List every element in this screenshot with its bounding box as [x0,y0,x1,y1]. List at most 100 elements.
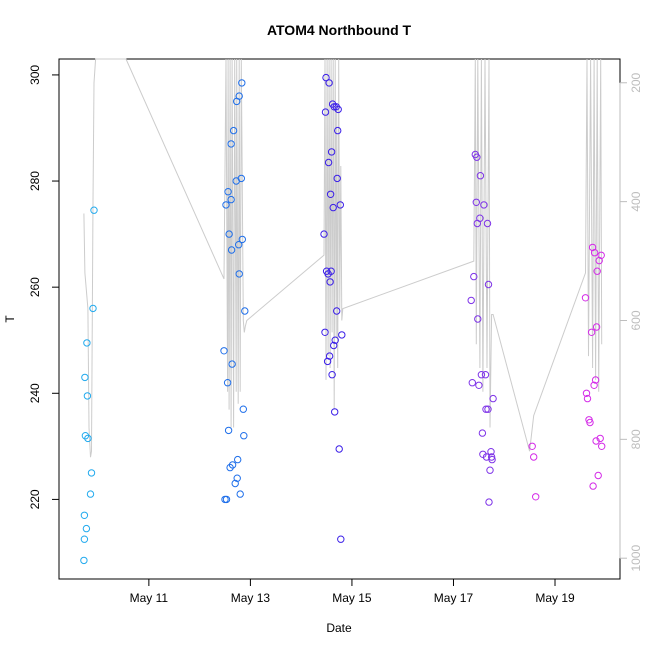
data-point [225,230,233,238]
data-point [327,148,336,156]
y-tick-label: 220 [28,489,42,509]
data-point [330,341,338,350]
data-point [591,376,600,384]
data-point [227,246,236,254]
data-point [478,429,487,437]
data-point [329,203,337,212]
chart-title: ATOM4 Northbound T [267,22,412,38]
data-point [594,471,602,480]
data-point [338,331,346,339]
data-point [81,373,89,382]
data-point [532,493,540,501]
gray-line [83,58,603,458]
data-point [530,453,538,461]
data-point [334,105,342,114]
data-point [470,272,478,281]
line-series [83,58,603,458]
data-point [590,249,599,257]
data-point [331,336,339,344]
data-point [235,270,243,278]
data-point [333,174,341,183]
data-point [334,126,342,135]
data-point [485,498,493,506]
data-point [84,434,92,443]
data-point [235,92,243,100]
data-point [221,495,229,504]
x-tick-label: May 15 [332,591,372,605]
y2-tick-label: 800 [629,429,643,449]
data-point [474,315,482,323]
data-point [483,219,492,228]
data-point [489,394,497,403]
data-point [335,445,343,453]
data-point [587,328,596,336]
data-point [326,190,335,199]
data-point [237,174,246,183]
data-point [476,214,484,222]
data-point [322,73,330,82]
data-point [473,153,481,161]
data-point [320,230,328,238]
y-tick-label: 300 [28,65,42,85]
data-point [234,455,242,464]
y-tick-label: 280 [28,171,42,191]
data-point [235,241,243,249]
data-point [233,474,241,482]
data-point [476,172,485,180]
data-point [486,466,494,474]
data-point [229,126,238,135]
data-point [468,379,476,387]
y2-tick-label: 600 [629,310,643,330]
data-point [82,524,91,533]
data-point [592,437,600,445]
y2-tick-label: 200 [629,72,643,92]
data-point [487,453,496,461]
data-point [581,294,590,302]
data-point [321,108,330,116]
data-point [481,371,490,379]
data-point [224,426,233,435]
data-point [222,495,231,504]
x-tick-label: May 19 [535,591,575,605]
data-point [598,442,606,450]
y2-tick-label: 400 [629,191,643,211]
data-point [224,188,232,196]
y2-axis: 200 400 600 800 1000 [619,72,643,572]
data-point [83,392,92,400]
data-point [467,296,475,305]
data-point [238,79,246,87]
y-tick-label: 240 [28,383,42,403]
x-tick-label: May 13 [231,591,271,605]
data-point [86,490,95,498]
x-tick-label: May 17 [434,591,474,605]
data-point [220,347,228,355]
data-point [330,103,338,111]
point-series [80,73,606,565]
data-point [83,339,91,347]
data-point [592,323,601,331]
data-point [589,482,597,490]
data-point [528,442,536,450]
x-axis-label: Date [326,621,352,635]
data-point [240,432,248,440]
data-point [325,79,333,87]
data-point [484,405,492,413]
data-point [321,328,329,336]
data-point [325,352,334,360]
data-point [80,511,89,519]
y2-tick-label: 1000 [629,545,643,572]
data-point [324,158,333,167]
data-point [80,535,89,543]
data-point [597,251,605,260]
data-point [472,198,480,207]
data-point [477,371,486,379]
data-point [482,405,490,413]
data-point [222,201,230,209]
data-point [596,434,604,443]
y-axis: 220 240 260 280 300 [28,65,60,509]
y-axis-label: T [3,315,17,323]
data-point [89,304,97,313]
data-point [227,140,235,148]
data-point [80,556,88,565]
data-point [228,360,236,368]
